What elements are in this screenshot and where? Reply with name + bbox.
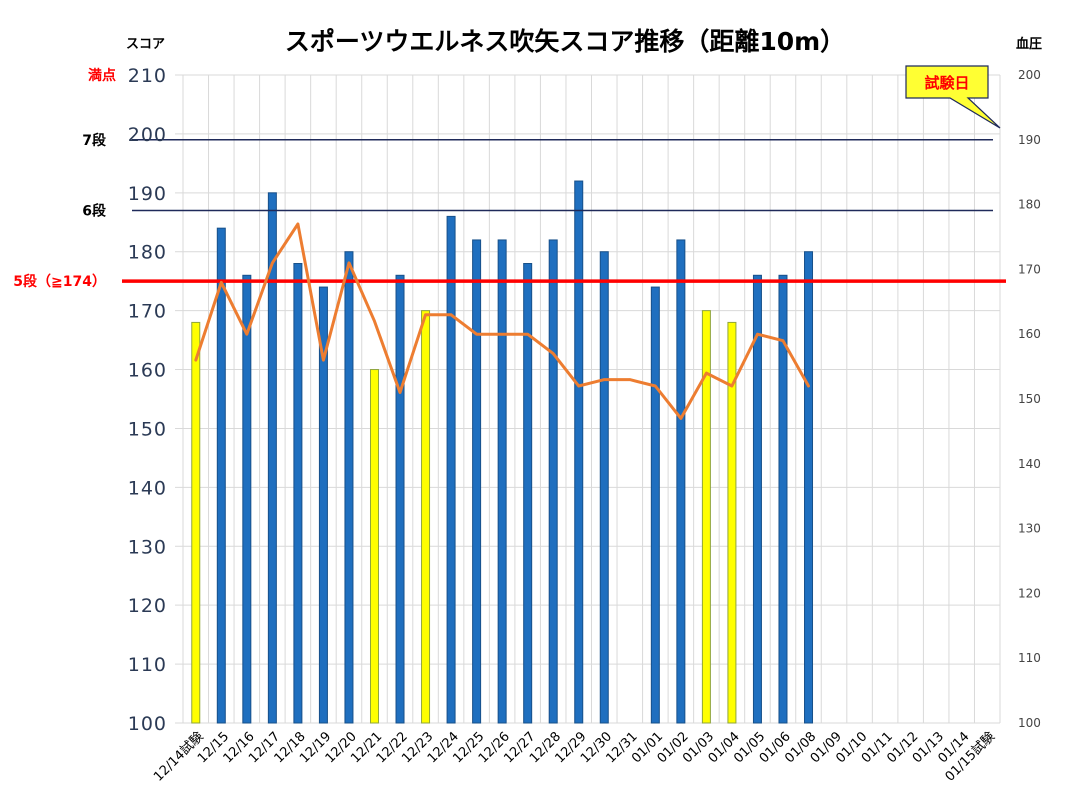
score-bar [650,286,660,724]
y-right-tick-label: 180 [1018,198,1041,212]
y-left-tick-label: 150 [128,418,167,440]
bp-point [552,352,555,355]
score-bar [574,180,584,724]
bp-point [705,371,708,375]
score-bar [216,227,226,724]
callout-label: 試験日 [924,74,969,92]
bp-point [347,261,351,265]
bp-point [756,333,759,336]
blood-pressure-line [194,222,810,420]
score-bar [778,274,788,724]
y-right-tick-label: 190 [1018,133,1041,147]
score-bar [497,239,507,724]
y-right-tick-label: 140 [1018,457,1041,471]
score-bar [446,215,456,724]
y-right-tick-label: 110 [1018,651,1041,665]
y-axis-left-label: スコア [126,37,165,52]
y-right-tick-label: 130 [1018,522,1041,536]
bp-point [807,384,810,388]
y-right-tick-label: 120 [1018,586,1041,600]
score-bar-test [421,310,431,724]
bp-point [424,313,427,316]
dan-reference-lines: 満点 7段 6段 5段（≧174） [13,67,1006,290]
reference-label: 満点 [88,67,116,84]
bp-point [220,281,223,284]
y-axis-right-label: 血圧 [1016,36,1042,52]
bp-point [500,333,504,336]
score-bar-test [701,310,711,724]
score-bar-test [369,369,379,724]
bp-point [373,320,376,323]
gridlines [175,74,1001,724]
bp-point [296,222,300,226]
bp-point [628,378,631,381]
score-bar-test [727,321,737,724]
y-left-tick-label: 200 [128,124,167,146]
callout-box [905,65,1001,129]
score-bar [267,192,277,724]
y-right-tick-label: 160 [1018,327,1041,341]
bp-point [730,384,734,388]
score-bar [752,274,762,724]
score-bar [293,263,303,724]
score-bar [395,274,405,724]
bp-point [398,391,402,394]
bp-point [577,384,580,388]
bp-point [781,339,785,342]
y-left-tick-label: 160 [128,360,167,382]
score-bar [676,239,686,724]
bp-point [194,358,197,362]
y-left-tick-label: 110 [128,654,167,676]
score-bar [804,251,814,724]
score-bar [318,286,328,724]
reference-label: 6段 [82,202,106,219]
bp-point [475,333,478,336]
y-left-tick-label: 120 [128,595,167,617]
y-right-tick-label: 170 [1018,262,1041,276]
y-left-tick-label: 130 [128,536,167,558]
chart-title: スポーツウエルネス吹矢スコア推移（距離10m） [285,27,845,56]
bp-point [679,417,683,420]
score-bar [344,251,354,724]
y-left-tick-label: 210 [128,65,167,87]
score-bar [242,274,252,724]
score-bar-test [191,321,201,724]
exam-day-callout: 試験日 [905,65,1001,129]
bp-point [654,384,657,388]
bp-point [526,333,529,336]
y-left-tick-label: 100 [128,713,167,735]
score-bar [548,239,558,724]
bp-point [245,333,249,336]
y-left-tick-label: 140 [128,477,167,499]
score-bar [523,263,533,724]
bp-point [603,378,606,381]
y-left-tick-label: 190 [128,183,167,205]
score-bar [472,239,482,724]
y-right-tick-label: 100 [1018,716,1041,730]
y-right-tick-label: 200 [1018,68,1041,82]
bp-point [322,358,325,362]
reference-label: 5段（≧174） [13,273,106,290]
bp-point [271,261,274,265]
y-left-tick-label: 170 [128,301,167,323]
reference-label: 7段 [82,132,106,149]
y-left-tick-label: 180 [128,242,167,264]
y-right-tick-label: 150 [1018,392,1041,406]
bp-point [449,313,453,316]
score-bars [191,180,814,724]
score-bar [599,251,609,724]
